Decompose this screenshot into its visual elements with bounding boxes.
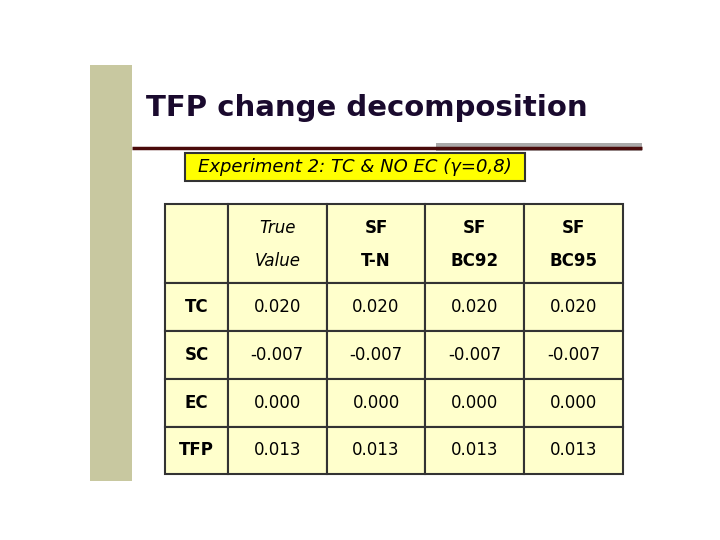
Text: BC92: BC92 — [451, 252, 499, 270]
Text: 0.013: 0.013 — [550, 442, 598, 460]
Text: Value: Value — [254, 252, 300, 270]
Text: 0.000: 0.000 — [451, 394, 498, 411]
Bar — [524, 379, 623, 427]
Text: 0.013: 0.013 — [253, 442, 301, 460]
Text: SF: SF — [463, 219, 487, 237]
Text: True: True — [259, 219, 296, 237]
Bar — [166, 379, 228, 427]
Bar — [166, 331, 228, 379]
Text: SC: SC — [184, 346, 209, 364]
Text: 0.000: 0.000 — [352, 394, 400, 411]
Text: -0.007: -0.007 — [547, 346, 600, 364]
Text: -0.007: -0.007 — [349, 346, 402, 364]
Text: SF: SF — [364, 219, 388, 237]
Bar — [426, 427, 524, 474]
Text: BC95: BC95 — [549, 252, 598, 270]
Text: 0.020: 0.020 — [451, 298, 498, 316]
Bar — [436, 144, 642, 151]
Bar — [426, 331, 524, 379]
Text: 0.000: 0.000 — [550, 394, 597, 411]
Text: EC: EC — [185, 394, 209, 411]
Text: Experiment 2: TC & NO EC (γ=0,8): Experiment 2: TC & NO EC (γ=0,8) — [198, 158, 512, 176]
FancyBboxPatch shape — [185, 153, 526, 181]
Bar — [166, 204, 228, 283]
Bar — [327, 331, 426, 379]
Text: 0.013: 0.013 — [451, 442, 498, 460]
Text: TC: TC — [185, 298, 209, 316]
Bar — [228, 204, 327, 283]
Bar — [166, 427, 228, 474]
Text: 0.000: 0.000 — [253, 394, 301, 411]
Text: TFP: TFP — [179, 442, 214, 460]
Text: 0.020: 0.020 — [253, 298, 301, 316]
Text: SF: SF — [562, 219, 585, 237]
Text: 0.013: 0.013 — [352, 442, 400, 460]
Bar — [426, 283, 524, 331]
Bar — [426, 204, 524, 283]
Bar — [90, 65, 132, 481]
Bar — [228, 427, 327, 474]
Bar — [524, 331, 623, 379]
Bar — [524, 204, 623, 283]
Bar — [327, 379, 426, 427]
Bar — [327, 427, 426, 474]
Bar — [228, 283, 327, 331]
Bar — [228, 379, 327, 427]
Text: -0.007: -0.007 — [251, 346, 304, 364]
Bar — [524, 283, 623, 331]
Bar — [426, 379, 524, 427]
Bar — [524, 427, 623, 474]
Text: 0.020: 0.020 — [550, 298, 597, 316]
Text: TFP change decomposition: TFP change decomposition — [145, 94, 588, 123]
Text: 0.020: 0.020 — [352, 298, 400, 316]
Text: -0.007: -0.007 — [449, 346, 501, 364]
Bar — [166, 283, 228, 331]
Bar — [228, 331, 327, 379]
Bar — [327, 204, 426, 283]
Text: T-N: T-N — [361, 252, 391, 270]
Bar — [327, 283, 426, 331]
